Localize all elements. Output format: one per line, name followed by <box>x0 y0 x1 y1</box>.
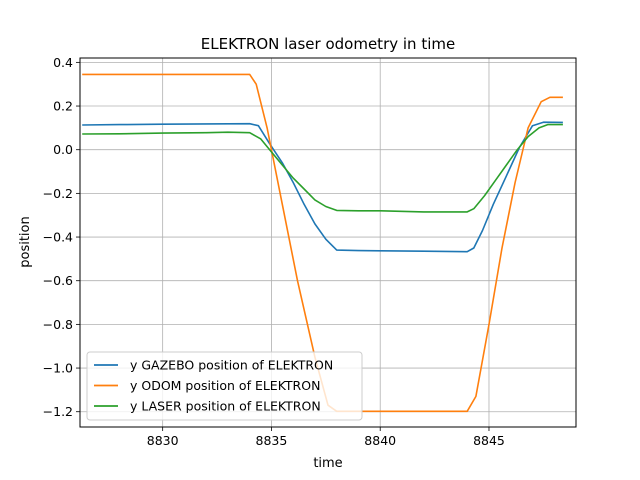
chart-title: ELEKTRON laser odometry in time <box>201 35 455 53</box>
y-tick-label: 0.0 <box>53 142 73 157</box>
plot-frame <box>79 57 577 428</box>
y-axis-label: position <box>18 216 33 268</box>
y-tick-label: −0.4 <box>43 230 73 245</box>
x-tick-label: 8845 <box>473 433 505 448</box>
series-line-1 <box>82 121 563 253</box>
legend-label: y LASER position of ELEKTRON <box>130 399 321 414</box>
series-line-3 <box>82 123 563 213</box>
legend-box <box>86 351 363 421</box>
x-axis-label: time <box>313 456 342 471</box>
x-tick-label: 8830 <box>147 433 179 448</box>
ticks: 8830 8835 8840 8845 0.4 0.2 0.0 −0.2 −0.4 −0.6 −0.… <box>43 55 505 448</box>
x-tick-label: 8835 <box>256 433 288 448</box>
legend: y GAZEBO position of ELEKTRON y ODOM posi… <box>86 351 363 421</box>
grid <box>80 58 576 427</box>
y-tick-label: −1.0 <box>43 361 73 376</box>
y-tick-label: 0.2 <box>53 99 73 114</box>
legend-label: y GAZEBO position of ELEKTRON <box>130 358 333 373</box>
y-tick-label: −0.2 <box>43 186 73 201</box>
y-tick-label: −1.2 <box>43 404 73 419</box>
y-tick-label: −0.6 <box>43 273 73 288</box>
y-tick-label: −0.8 <box>43 317 73 332</box>
legend-label: y ODOM position of ELEKTRON <box>130 378 320 393</box>
x-tick-label: 8840 <box>364 433 396 448</box>
y-tick-label: 0.4 <box>53 55 73 70</box>
